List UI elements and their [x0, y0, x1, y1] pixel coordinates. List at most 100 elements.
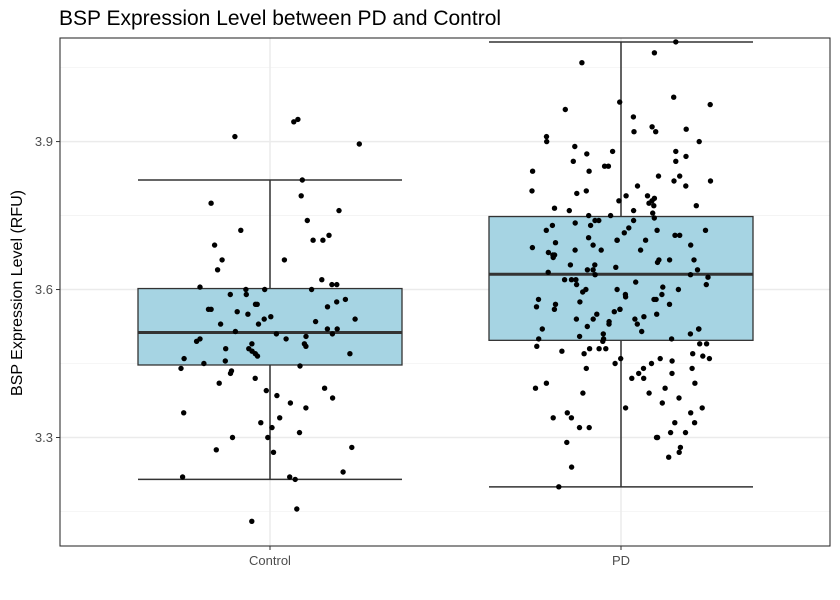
data-point: [291, 119, 297, 125]
data-point: [529, 168, 536, 174]
data-point: [690, 351, 696, 357]
data-point: [587, 222, 594, 229]
data-point: [249, 518, 255, 524]
data-point: [352, 316, 358, 322]
data-point: [584, 267, 591, 273]
data-point: [614, 286, 620, 293]
data-point: [651, 215, 657, 221]
data-point: [630, 217, 637, 224]
data-point: [576, 424, 583, 431]
data-point: [214, 267, 221, 273]
data-point: [659, 291, 665, 298]
data-point: [549, 222, 556, 229]
data-point: [334, 326, 340, 332]
data-point: [687, 331, 694, 337]
data-point: [295, 116, 301, 123]
data-point: [234, 309, 240, 315]
data-point: [676, 395, 682, 401]
data-point: [179, 474, 186, 480]
data-point: [654, 259, 661, 266]
data-point: [646, 390, 652, 396]
data-point: [219, 257, 225, 263]
data-point: [688, 242, 694, 248]
data-point: [274, 392, 280, 399]
data-point: [657, 355, 663, 362]
data-point: [612, 360, 618, 367]
data-point: [197, 284, 203, 290]
data-point: [687, 272, 694, 278]
data-point: [677, 444, 684, 451]
data-point: [630, 207, 637, 214]
data-point: [703, 281, 709, 288]
data-point: [673, 39, 679, 45]
data-point: [640, 365, 647, 372]
data-point: [255, 321, 262, 327]
data-point: [697, 341, 703, 347]
data-point: [693, 203, 699, 209]
data-point: [614, 237, 620, 243]
data-point: [671, 94, 677, 100]
data-point: [568, 277, 575, 283]
data-point: [592, 262, 598, 268]
data-point: [568, 415, 575, 421]
data-point: [544, 138, 550, 145]
data-point: [605, 163, 612, 169]
data-point: [692, 380, 698, 386]
data-point: [673, 148, 679, 155]
data-point: [606, 321, 612, 327]
data-point: [590, 267, 596, 273]
data-point: [596, 217, 602, 224]
data-point: [329, 395, 336, 401]
data-point: [269, 424, 275, 431]
data-point: [536, 336, 542, 342]
data-point: [675, 286, 682, 293]
data-point: [660, 284, 666, 290]
data-point: [632, 316, 638, 322]
data-point: [651, 203, 657, 209]
data-point: [324, 304, 331, 310]
data-point: [707, 178, 714, 184]
data-point: [211, 242, 218, 248]
data-point: [601, 163, 608, 169]
data-point: [552, 301, 559, 307]
data-point: [651, 296, 657, 303]
data-point: [677, 232, 683, 238]
data-point: [539, 326, 545, 332]
data-point: [193, 338, 200, 344]
y-tick-label: 3.6: [35, 282, 53, 297]
data-point: [666, 454, 672, 460]
data-point: [243, 291, 249, 298]
data-point: [298, 193, 304, 199]
data-point: [586, 168, 592, 174]
chart-title: BSP Expression Level between PD and Cont…: [59, 7, 501, 30]
data-point: [303, 333, 309, 340]
data-point: [208, 200, 214, 206]
data-point: [265, 434, 271, 441]
data-point: [254, 301, 260, 307]
data-point: [691, 420, 698, 426]
data-point: [277, 415, 283, 421]
y-axis-label: BSP Expression Level (RFU): [9, 190, 26, 396]
data-point: [682, 429, 689, 436]
data-point: [296, 429, 303, 436]
data-point: [577, 299, 583, 305]
data-point: [287, 474, 293, 480]
y-tick-label: 3.9: [35, 134, 53, 149]
data-point: [654, 434, 661, 441]
data-point: [634, 321, 640, 327]
data-point: [270, 449, 277, 455]
data-point: [262, 286, 268, 293]
data-point: [634, 183, 641, 189]
data-point: [287, 400, 294, 406]
data-point: [566, 207, 572, 214]
y-tick-label: 3.3: [35, 430, 53, 445]
data-point: [626, 225, 632, 231]
data-point: [326, 232, 332, 238]
data-point: [580, 390, 586, 396]
data-point: [227, 370, 234, 377]
data-point: [706, 355, 713, 362]
data-point: [579, 60, 585, 66]
data-point: [567, 262, 574, 268]
data-point: [618, 355, 624, 362]
